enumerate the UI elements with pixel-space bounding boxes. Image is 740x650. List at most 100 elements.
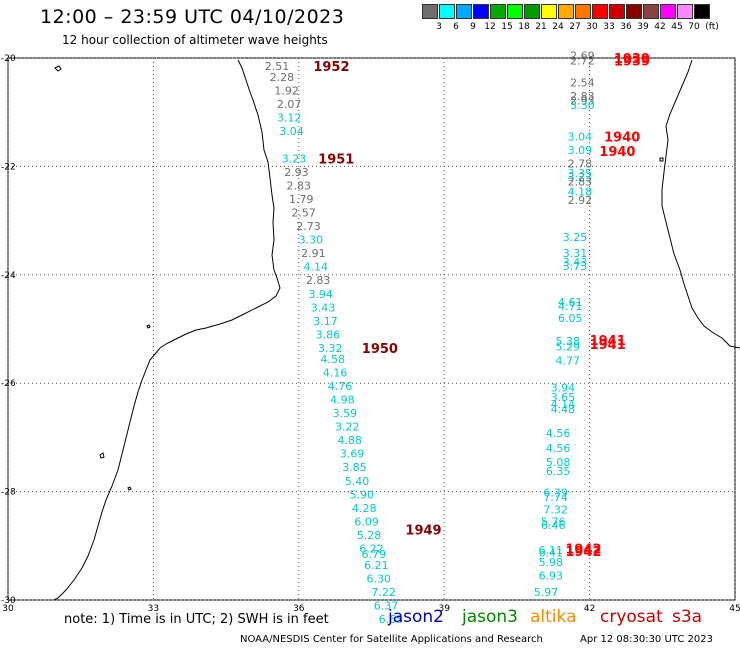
- legend-label: 24: [552, 22, 564, 32]
- wave-height-value: 4.14: [551, 398, 576, 411]
- wave-height-value: 6.39: [543, 487, 568, 500]
- wave-height-value: 3.59: [333, 407, 358, 420]
- longitude-tick-label: 36: [293, 604, 305, 614]
- wave-height-value: 2.73: [296, 220, 321, 233]
- wave-height-value: 4.61: [558, 296, 583, 309]
- coastline: [53, 59, 740, 601]
- wave-height-value: 3.86: [316, 328, 341, 341]
- wave-height-value: 3.30: [570, 99, 595, 112]
- wave-height-value: 5.29: [556, 340, 581, 353]
- wave-height-value: 4.18: [568, 185, 593, 198]
- wave-height-value: 3.31: [563, 247, 588, 260]
- africa-coastline: [53, 59, 281, 601]
- wave-height-value: 5.40: [345, 475, 370, 488]
- longitude-tick-label: 30: [2, 604, 14, 614]
- wave-height-value: 3.12: [277, 112, 302, 125]
- generation-timestamp: Apr 12 08:30:30 UTC 2023: [580, 634, 713, 645]
- longitude-tick-label: 42: [584, 604, 595, 614]
- wave-height-value: 6.21: [364, 559, 389, 572]
- wave-height-value: 5.97: [534, 586, 559, 599]
- pass-time-label: 1941: [590, 338, 626, 353]
- legend-swatch: [643, 4, 659, 19]
- wave-height-value: 2.83: [570, 90, 595, 103]
- wave-height-value: 2.83: [287, 179, 312, 192]
- latitude-tick-label: -28: [1, 488, 16, 498]
- wave-height-value: 4.77: [556, 354, 581, 367]
- wave-height-value: 2.91: [301, 247, 326, 260]
- wave-height-value: 4.71: [558, 300, 583, 313]
- pass-time-label: 1940: [599, 145, 635, 160]
- wave-height-value: 6.46: [541, 519, 566, 532]
- wave-height-value: 4.28: [352, 502, 377, 515]
- wave-height-value: 2.69: [570, 49, 595, 62]
- legend-swatch: [422, 4, 438, 19]
- wave-height-value: 3.09: [568, 144, 593, 157]
- wave-height-value: 4.76: [328, 380, 353, 393]
- legend-swatch: [592, 4, 608, 19]
- pass-time-label: 1939: [614, 55, 650, 70]
- pass-time-label: 1940: [604, 131, 640, 146]
- wave-height-value: 6.11: [539, 544, 564, 557]
- wave-height-value: 5.98: [539, 556, 564, 569]
- legend-swatch: [541, 4, 557, 19]
- satellite-altika: altika: [530, 607, 577, 627]
- wave-height-value: 7.22: [371, 586, 396, 599]
- wave-height-value: 2.93: [284, 166, 309, 179]
- latitude-tick-label: -26: [1, 379, 16, 389]
- satellite-s3a: s3a: [672, 607, 703, 627]
- wave-height-value: 5.08: [546, 456, 571, 469]
- wave-height-value: 4.88: [337, 434, 362, 447]
- map-subtitle: 12 hour collection of altimeter wave hei…: [62, 33, 328, 47]
- wave-height-value: 1.92: [274, 85, 299, 98]
- wave-height-value: 2.57: [291, 206, 316, 219]
- wave-height-value: 6.41: [539, 546, 564, 559]
- legend-label: 42: [654, 22, 666, 32]
- wave-height-value: 6.30: [367, 572, 392, 585]
- legend-label: 45: [671, 22, 683, 32]
- wave-height-value: 3.65: [551, 391, 576, 404]
- wave-height-value: 5.38: [556, 335, 581, 348]
- wave-height-value: 2.93: [570, 94, 595, 107]
- legend-label: 33: [603, 22, 615, 32]
- wave-height-value: 3.32: [318, 342, 343, 355]
- legend-swatch: [609, 4, 625, 19]
- wave-height-value: 2.83: [306, 274, 331, 287]
- pass-time-label: 1949: [405, 524, 441, 539]
- wave-height-value: 3.94: [308, 288, 333, 301]
- wave-height-value: 3.43: [563, 256, 588, 269]
- wave-height-value: 6.35: [546, 465, 571, 478]
- legend-swatch: [694, 4, 710, 19]
- wave-height-value: 2.07: [277, 98, 302, 111]
- wave-height-value: 3.85: [342, 461, 367, 474]
- wave-height-value: 6.65: [379, 613, 404, 626]
- legend-label: 18: [518, 22, 530, 32]
- legend-swatch: [524, 4, 540, 19]
- latitude-tick-label: -22: [1, 162, 16, 172]
- wave-height-value: 2.92: [568, 194, 593, 207]
- wave-height-values: 2.512.281.922.073.123.043.232.932.831.79…: [265, 49, 595, 626]
- wave-height-value: 6.37: [374, 599, 399, 612]
- coast-islet: [127, 486, 132, 491]
- footer-credit: NOAA/NESDIS Center for Satellite Applica…: [240, 634, 543, 645]
- wave-height-value: 1.79: [289, 193, 314, 206]
- legend-label: 6: [453, 22, 459, 32]
- wave-height-value: 2.83: [568, 176, 593, 189]
- pass-time-label: 1950: [362, 342, 398, 357]
- pass-time-labels: 1952195119501949193919391940194019411941…: [313, 52, 650, 560]
- pass-time-label: 1941: [590, 334, 626, 349]
- wave-height-value: 6.93: [539, 570, 564, 583]
- wave-height-value: 6.09: [354, 515, 379, 528]
- wave-height-value: 7.74: [543, 491, 568, 504]
- wave-height-value: 3.25: [563, 231, 588, 244]
- legend-swatch: [456, 4, 472, 19]
- pass-time-label: 1952: [313, 60, 349, 75]
- longitude-tick-label: 45: [729, 604, 740, 614]
- legend-label: 27: [569, 22, 581, 32]
- wave-height-value: 4.16: [323, 366, 348, 379]
- pass-time-label: 1939: [614, 52, 650, 67]
- coast-islet: [54, 65, 62, 72]
- pass-time-label: 1942: [565, 543, 601, 558]
- legend-swatch: [626, 4, 642, 19]
- coast-islet: [99, 452, 105, 459]
